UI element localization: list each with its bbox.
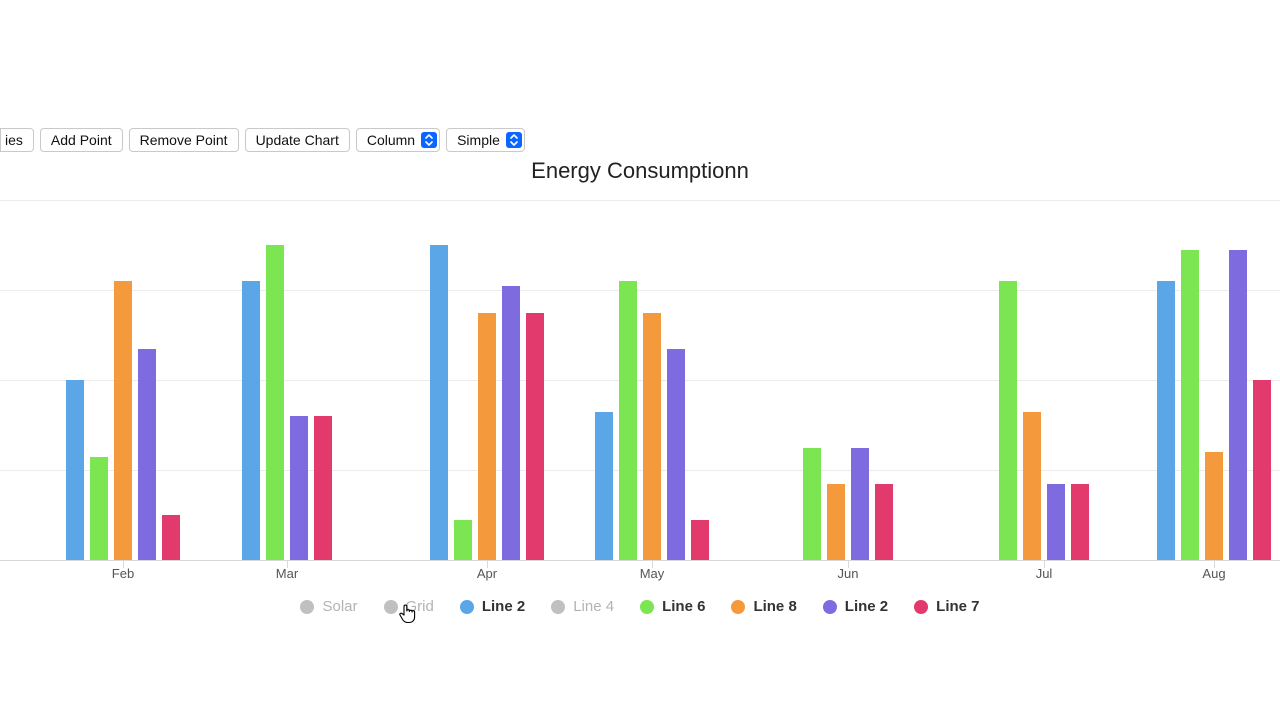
legend-swatch <box>731 600 745 614</box>
x-axis-tick <box>1044 560 1045 568</box>
legend-label: Solar <box>322 598 357 615</box>
bar[interactable] <box>138 349 156 561</box>
bar-group <box>242 245 332 560</box>
x-axis-label: Mar <box>276 566 298 581</box>
legend-swatch <box>300 600 314 614</box>
legend-item[interactable]: Line 2 <box>823 598 888 615</box>
bar-group <box>430 245 544 560</box>
legend-item[interactable]: Grid <box>384 598 434 615</box>
bar-group <box>66 281 180 560</box>
bar[interactable] <box>875 484 893 561</box>
chart-type-selected: Column <box>367 132 415 148</box>
legend-item[interactable]: Line 7 <box>914 598 979 615</box>
x-axis-line <box>0 560 1280 561</box>
bar[interactable] <box>1023 412 1041 561</box>
x-axis-label: Jun <box>838 566 859 581</box>
remove-point-button[interactable]: Remove Point <box>129 128 239 152</box>
legend-label: Grid <box>406 598 434 615</box>
legend-label: Line 8 <box>753 598 796 615</box>
bar[interactable] <box>114 281 132 560</box>
bar[interactable] <box>162 515 180 560</box>
legend-label: Line 6 <box>662 598 705 615</box>
bar[interactable] <box>1205 452 1223 560</box>
x-axis-tick <box>1214 560 1215 568</box>
x-axis-label: Apr <box>477 566 497 581</box>
x-axis-tick <box>652 560 653 568</box>
legend-item[interactable]: Line 4 <box>551 598 614 615</box>
chart-style-selected: Simple <box>457 132 500 148</box>
legend-swatch <box>551 600 565 614</box>
legend-item[interactable]: Solar <box>300 598 357 615</box>
chart-plot-area <box>0 200 1280 560</box>
bar-group <box>803 448 893 561</box>
bar[interactable] <box>827 484 845 561</box>
x-axis-tick <box>123 560 124 568</box>
bar[interactable] <box>266 245 284 560</box>
bar-group <box>1157 250 1271 561</box>
legend-swatch <box>640 600 654 614</box>
bar[interactable] <box>478 313 496 561</box>
bar[interactable] <box>999 281 1017 560</box>
bar[interactable] <box>1229 250 1247 561</box>
bar-group <box>999 281 1089 560</box>
bar[interactable] <box>595 412 613 561</box>
chart-title: Energy Consumptionn <box>0 158 1280 184</box>
chart-style-select[interactable]: Simple <box>446 128 525 152</box>
chevron-updown-icon <box>421 132 437 148</box>
x-axis-tick <box>848 560 849 568</box>
legend-label: Line 2 <box>482 598 525 615</box>
bar[interactable] <box>242 281 260 560</box>
legend-item[interactable]: Line 8 <box>731 598 796 615</box>
bar[interactable] <box>667 349 685 561</box>
bar[interactable] <box>619 281 637 560</box>
bar[interactable] <box>430 245 448 560</box>
bar[interactable] <box>691 520 709 561</box>
bar[interactable] <box>1253 380 1271 560</box>
chevron-updown-icon <box>506 132 522 148</box>
bar[interactable] <box>526 313 544 561</box>
x-axis-label: Feb <box>112 566 134 581</box>
x-axis-tick <box>287 560 288 568</box>
legend-label: Line 4 <box>573 598 614 615</box>
update-chart-button[interactable]: Update Chart <box>245 128 350 152</box>
legend: Solar Grid Line 2 Line 4 Line 6 Line 8 Line 2 L… <box>0 598 1280 615</box>
bar[interactable] <box>803 448 821 561</box>
bar[interactable] <box>314 416 332 560</box>
bar[interactable] <box>502 286 520 561</box>
bar[interactable] <box>851 448 869 561</box>
legend-swatch <box>460 600 474 614</box>
add-point-button[interactable]: Add Point <box>40 128 123 152</box>
legend-swatch <box>914 600 928 614</box>
bar[interactable] <box>290 416 308 560</box>
bar[interactable] <box>643 313 661 561</box>
bars <box>0 200 1280 560</box>
legend-label: Line 7 <box>936 598 979 615</box>
bar[interactable] <box>1071 484 1089 561</box>
legend-label: Line 2 <box>845 598 888 615</box>
series-button-partial[interactable]: ies <box>0 128 34 152</box>
bar[interactable] <box>66 380 84 560</box>
legend-item[interactable]: Line 6 <box>640 598 705 615</box>
bar[interactable] <box>1157 281 1175 560</box>
bar[interactable] <box>90 457 108 561</box>
toolbar: ies Add Point Remove Point Update Chart … <box>0 128 525 152</box>
x-axis-tick <box>487 560 488 568</box>
legend-swatch <box>823 600 837 614</box>
x-axis-label: Aug <box>1202 566 1225 581</box>
x-axis-labels: Feb Mar Apr May Jun Jul Aug <box>0 566 1280 586</box>
bar-group <box>595 281 709 560</box>
bar[interactable] <box>1181 250 1199 561</box>
bar[interactable] <box>454 520 472 561</box>
x-axis-label: May <box>640 566 665 581</box>
bar[interactable] <box>1047 484 1065 561</box>
legend-swatch <box>384 600 398 614</box>
x-axis-label: Jul <box>1036 566 1053 581</box>
chart-type-select[interactable]: Column <box>356 128 440 152</box>
legend-item[interactable]: Line 2 <box>460 598 525 615</box>
